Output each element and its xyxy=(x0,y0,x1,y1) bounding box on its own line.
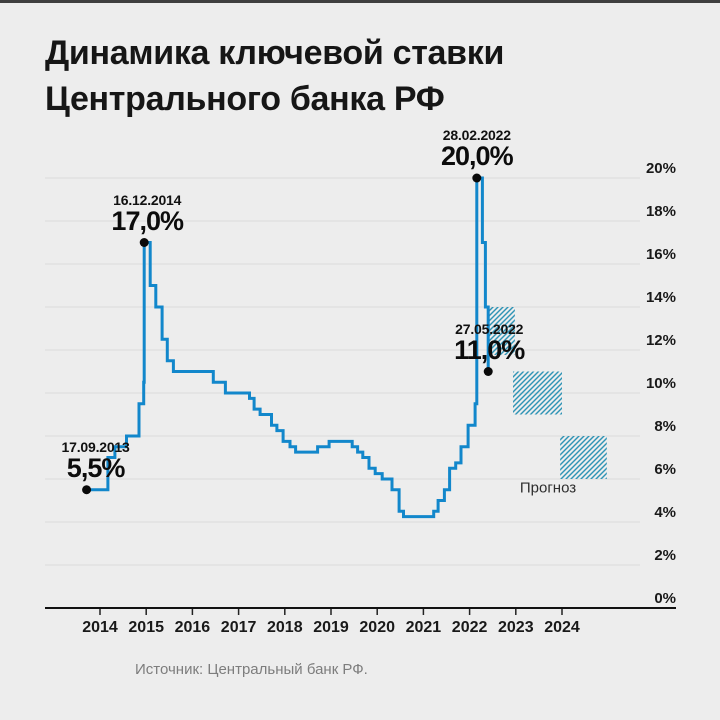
y-axis-label: 16% xyxy=(646,246,676,263)
annotation-date: 27.05.2022 xyxy=(455,320,524,337)
y-axis-label: 12% xyxy=(646,332,676,349)
annotation: 27.05.2022 11,0% xyxy=(454,320,525,365)
annotation-date: 16.12.2014 xyxy=(113,191,182,208)
x-axis-label: 2020 xyxy=(359,619,395,636)
annotation: 17.09.2013 5,5% xyxy=(61,438,130,483)
annotation: 28.02.2022 20,0% xyxy=(441,127,514,171)
annotation-value: 5,5% xyxy=(66,452,126,483)
y-axis-label: 4% xyxy=(654,504,676,521)
source-note: Источник: Центральный банк РФ. xyxy=(135,661,368,678)
annotation-value: 17,0% xyxy=(111,205,184,236)
y-axis-label: 6% xyxy=(654,461,676,478)
y-axis-label: 14% xyxy=(646,289,676,306)
x-axis-label: 2023 xyxy=(498,619,534,636)
x-axis-label: 2022 xyxy=(452,619,488,636)
x-axis-label: 2021 xyxy=(406,619,442,636)
y-axis-label: 2% xyxy=(654,547,676,564)
forecast-label: Прогноз xyxy=(519,479,577,497)
y-axis-label: 20% xyxy=(646,160,676,177)
chart-title-line2: Центрального банка РФ xyxy=(45,80,445,118)
annotation: 16.12.2014 17,0% xyxy=(111,191,184,236)
top-edge-strip xyxy=(0,0,720,3)
x-axis-label: 2018 xyxy=(267,619,303,636)
annotation-dot xyxy=(483,367,493,376)
annotation-dot xyxy=(472,173,482,183)
x-axis-label: 2014 xyxy=(82,619,118,636)
y-axis-labels: 0% 2% 4% 6% 8% 10% 12% 14% 16% 18% 20% xyxy=(646,160,676,607)
annotation-dot xyxy=(82,485,92,495)
x-axis-label: 2019 xyxy=(313,619,349,636)
y-axis-label: 0% xyxy=(654,590,676,607)
x-axis-label: 2015 xyxy=(128,619,164,636)
x-axis-label: 2024 xyxy=(544,619,580,636)
annotation-value: 11,0% xyxy=(454,334,525,365)
y-axis-label: 18% xyxy=(646,203,676,220)
chart-title-line1: Динамика ключевой ставки xyxy=(45,34,505,72)
y-axis-label: 8% xyxy=(654,418,676,435)
annotation-value: 20,0% xyxy=(441,141,514,171)
y-axis-label: 10% xyxy=(646,375,676,392)
annotation-dot xyxy=(139,238,149,247)
key-rate-step-line xyxy=(86,176,491,519)
forecast-boxes xyxy=(489,307,607,479)
forecast-box xyxy=(560,436,607,479)
chart-title: Динамика ключевой ставки Центрального ба… xyxy=(45,30,685,122)
forecast-box xyxy=(489,307,515,355)
x-axis-labels: 2014 2015 2016 2017 2018 2019 2020 2021 2022 2023… xyxy=(82,609,580,636)
annotation-date: 28.02.2022 xyxy=(442,127,511,143)
forecast-box xyxy=(513,371,562,415)
x-axis-label: 2017 xyxy=(221,619,257,636)
annotation-date: 17.09.2013 xyxy=(61,438,130,455)
x-axis-label: 2016 xyxy=(175,619,211,636)
